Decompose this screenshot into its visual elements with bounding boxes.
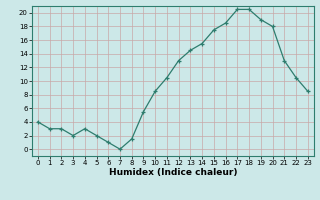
- X-axis label: Humidex (Indice chaleur): Humidex (Indice chaleur): [108, 168, 237, 177]
